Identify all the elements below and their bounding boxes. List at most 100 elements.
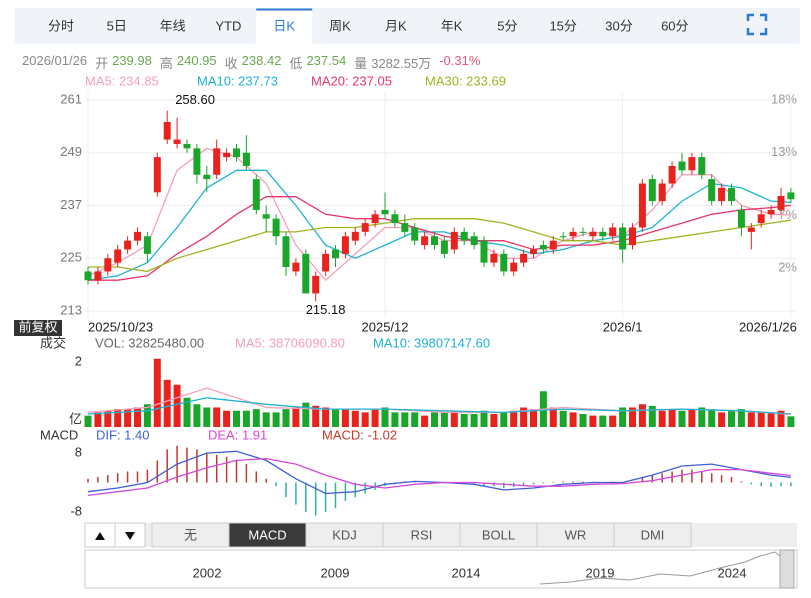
- tab[interactable]: 周K: [329, 18, 351, 33]
- indicator-tab[interactable]: 无: [184, 527, 197, 542]
- candle-body: [668, 165, 676, 184]
- candle-body: [520, 253, 528, 263]
- candle-body: [411, 227, 419, 241]
- candle-body: [134, 231, 141, 241]
- indicator-tab[interactable]: BOLL: [482, 527, 515, 542]
- fullscreen-icon[interactable]: [746, 13, 768, 36]
- volume-bar: [163, 379, 171, 427]
- candle-body: [124, 240, 132, 250]
- volume-bar: [401, 412, 409, 427]
- volume-bar: [153, 358, 161, 427]
- candle-body: [767, 209, 775, 215]
- indicator-tab-bg[interactable]: [151, 522, 230, 548]
- indicator-tab-bg[interactable]: [228, 522, 307, 548]
- volume-bar: [272, 412, 280, 427]
- timeline-label: 2009: [321, 565, 350, 580]
- candle-body: [302, 253, 310, 294]
- tab[interactable]: YTD: [215, 18, 241, 33]
- volume-bar: [341, 409, 349, 427]
- candle-body: [460, 231, 468, 241]
- candle-body: [589, 231, 597, 237]
- field-value: 3282.55万: [371, 56, 432, 71]
- timeline-label: 2019: [586, 565, 615, 580]
- candle-body: [173, 139, 181, 144]
- candle-body: [183, 143, 191, 149]
- volume-bar: [698, 407, 706, 427]
- volume-bar: [183, 397, 191, 427]
- field-label: 低: [289, 56, 303, 71]
- ma-legend: MA5: 234.85: [85, 73, 159, 88]
- tab-bar: [15, 8, 800, 44]
- tab[interactable]: 5日: [107, 18, 127, 33]
- volume-bar: [787, 416, 795, 427]
- candle-body: [272, 218, 280, 237]
- candle-body: [510, 262, 518, 272]
- indicator-tab-bg[interactable]: [613, 522, 692, 548]
- volume-bar: [500, 412, 508, 427]
- indicator-tab-bg[interactable]: [536, 522, 615, 548]
- volume-bar: [510, 410, 518, 427]
- candle-body: [163, 121, 171, 140]
- volume-bar: [143, 404, 151, 427]
- tab[interactable]: 5分: [497, 18, 517, 33]
- timeline-label: 2002: [193, 565, 222, 580]
- y-tick-label: 8: [75, 445, 82, 460]
- volume-bar: [777, 410, 785, 427]
- indicator-tab[interactable]: MACD: [248, 527, 286, 542]
- indicator-tab[interactable]: WR: [565, 527, 587, 542]
- indicator-tab[interactable]: DMI: [641, 527, 665, 542]
- y2-tick-label: 18%: [771, 91, 797, 106]
- x-tick-label: 2026/1/26: [739, 319, 797, 334]
- tab[interactable]: 月K: [385, 18, 407, 33]
- tab[interactable]: 年线: [160, 18, 186, 33]
- tab[interactable]: 日K: [273, 18, 295, 33]
- up-arrow: [95, 532, 105, 540]
- candle-body: [94, 271, 102, 281]
- candle-body: [153, 157, 161, 193]
- candle-body: [193, 148, 201, 175]
- volume-bar: [737, 409, 745, 427]
- volume-bar: [361, 412, 369, 427]
- ma-legend: MA10: 237.73: [197, 73, 278, 88]
- y-tick-label: 213: [60, 302, 82, 317]
- y-tick-label: 225: [60, 250, 82, 265]
- timeline-label: 2024: [718, 565, 747, 580]
- y-tick-label: -8: [70, 503, 82, 518]
- indicator-tab[interactable]: RSI: [411, 527, 433, 542]
- volume-bar: [134, 407, 141, 427]
- candle-body: [351, 231, 359, 241]
- tab[interactable]: 年K: [441, 18, 463, 33]
- indicator-tab-bg[interactable]: [382, 522, 461, 548]
- volume-bar: [470, 414, 478, 427]
- tab[interactable]: 30分: [605, 18, 632, 33]
- ma-line: [88, 218, 791, 273]
- volume-bar: [440, 412, 448, 427]
- volume-bar: [292, 407, 300, 427]
- date: 2026/01/26: [22, 53, 88, 68]
- macd-legend: DEA: 1.91: [208, 427, 267, 442]
- volume-bar: [322, 407, 330, 427]
- navigator-handle[interactable]: [779, 549, 795, 589]
- candle-body: [381, 209, 389, 215]
- tab[interactable]: 15分: [549, 18, 576, 33]
- panel-title: MACD: [40, 427, 78, 442]
- tab[interactable]: 60分: [661, 18, 688, 33]
- volume-bar: [282, 409, 290, 427]
- panel-title: 成交: [40, 335, 66, 350]
- candle-body: [371, 214, 379, 224]
- volume-bar: [549, 407, 557, 427]
- candle-body: [242, 152, 250, 166]
- candle-body: [282, 236, 290, 268]
- indicator-tab[interactable]: KDJ: [332, 527, 357, 542]
- volume-bar: [579, 414, 587, 427]
- unit-label: 亿: [69, 411, 82, 426]
- candle-body: [114, 249, 122, 263]
- candle-body: [688, 157, 696, 171]
- field-value: 238.42: [241, 53, 282, 68]
- vol-label: VOL: 32825480.00: [95, 335, 204, 350]
- tab[interactable]: 分时: [48, 18, 74, 33]
- volume-bar: [718, 412, 726, 427]
- x-tick-label: 2025/12: [362, 319, 409, 334]
- macd-legend: DIF: 1.40: [96, 427, 149, 442]
